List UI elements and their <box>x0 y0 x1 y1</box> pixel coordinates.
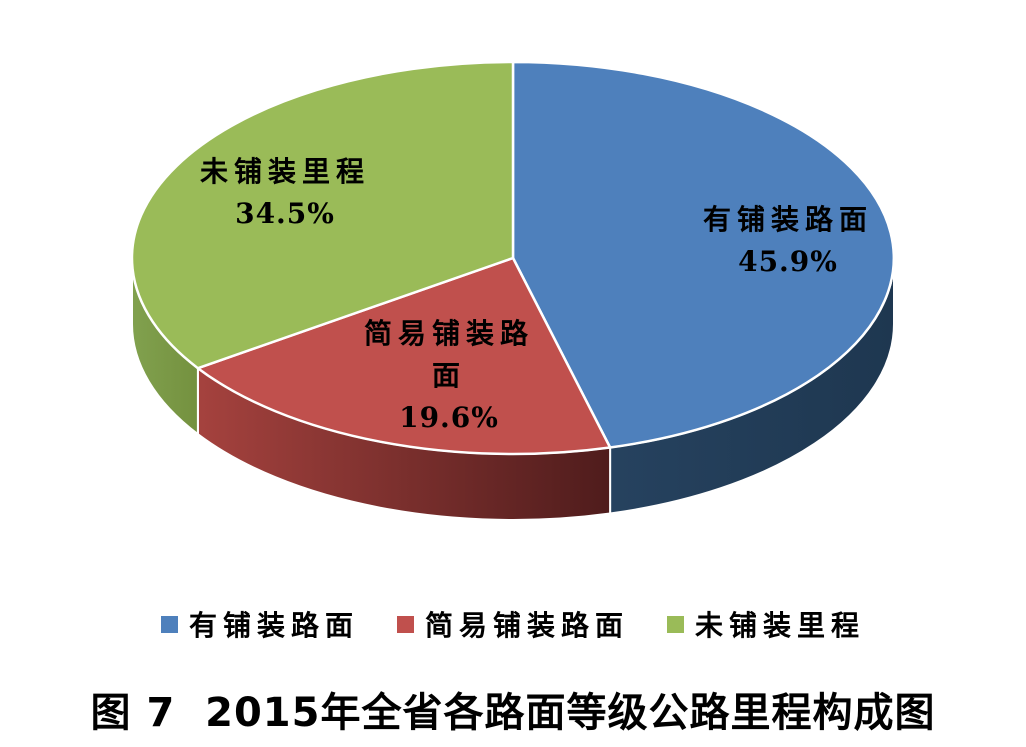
legend-swatch-unpaved <box>667 615 684 633</box>
legend-item-paved: 有铺装路面 <box>160 604 359 644</box>
legend: 有铺装路面 简易铺装路面 未铺装里程 <box>0 604 1026 644</box>
legend-swatch-paved <box>160 615 178 633</box>
legend-swatch-simple-paved <box>396 615 414 633</box>
slice-label-unpaved-pct: 34.5% <box>235 197 335 230</box>
legend-item-unpaved: 未铺装里程 <box>667 604 865 644</box>
chart-caption: 图 7 2015年全省各路面等级公路里程构成图 <box>90 690 936 736</box>
slice-label-paved-name: 有铺装路面 <box>702 203 873 236</box>
legend-label-paved: 有铺装路面 <box>188 609 359 642</box>
slice-label-simple-paved: 简易铺装路面 19.6% <box>360 313 538 439</box>
pie-slice-0 <box>511 60 896 449</box>
slice-label-unpaved: 未铺装里程 34.5% <box>178 151 392 235</box>
slice-label-unpaved-name: 未铺装里程 <box>199 155 370 188</box>
pie-slice-1 <box>196 256 612 456</box>
pie-chart-3d <box>130 60 896 521</box>
legend-label-unpaved: 未铺装里程 <box>695 609 866 642</box>
slice-label-simple-paved-name: 简易铺装路面 <box>363 317 534 392</box>
slice-label-simple-paved-pct: 19.6% <box>399 401 499 434</box>
legend-item-simple-paved: 简易铺装路面 <box>396 604 629 644</box>
pie-slice-2 <box>130 60 515 370</box>
slice-label-paved: 有铺装路面 45.9% <box>686 199 890 283</box>
legend-label-simple-paved: 简易铺装路面 <box>424 609 629 642</box>
slice-label-paved-pct: 45.9% <box>738 245 838 278</box>
